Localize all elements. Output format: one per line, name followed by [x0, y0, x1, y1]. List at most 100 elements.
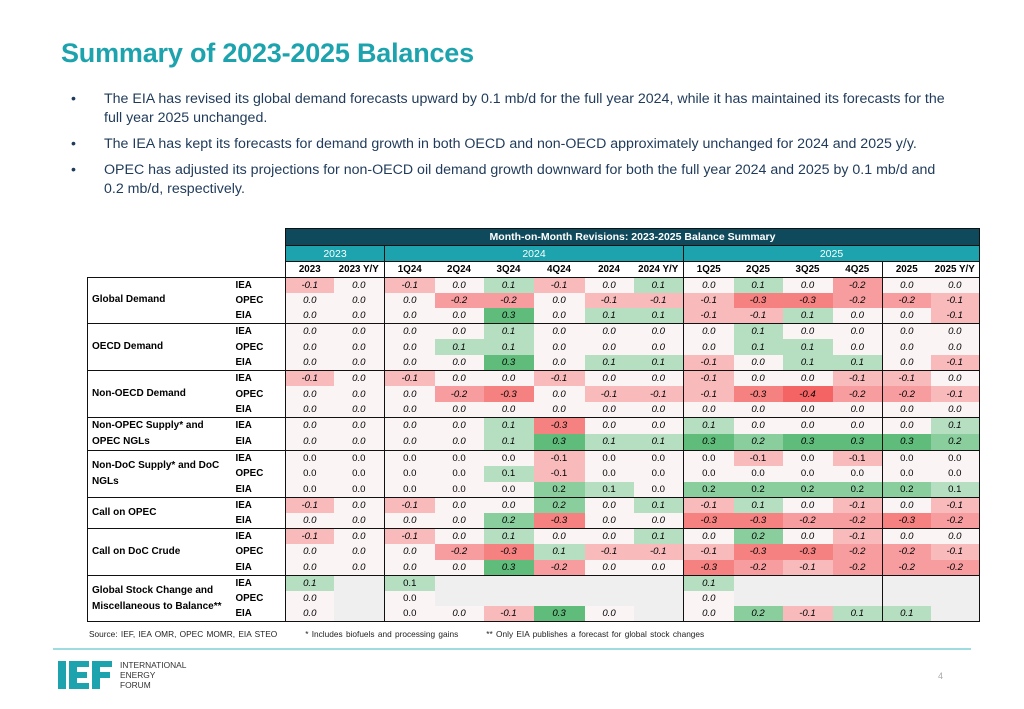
value-cell: 0.0: [333, 292, 385, 309]
table-row: Call on OPEC IEA -0.1 0.0 -0.1 0.0 0.0 0.2 0.0 0.…: [87, 496, 980, 529]
value-cell: 0.1: [930, 416, 980, 434]
value-cell: 0.3: [882, 433, 931, 451]
value-cell: 0.0: [333, 433, 385, 451]
value-cell: 0.0: [333, 355, 385, 371]
value-cell: 0.0: [533, 339, 585, 356]
row-group-label: Non-OPEC Supply* and OPEC NGLs: [87, 416, 230, 451]
table-title: Month-on-Month Revisions: 2023-2025 Bala…: [285, 228, 980, 246]
bullet-text: OPEC has adjusted its projections for no…: [104, 162, 936, 197]
value-cell: 0.0: [434, 559, 484, 576]
value-cell: [483, 574, 534, 591]
value-cell: -0.2: [882, 292, 931, 309]
column-header: 3Q25: [782, 261, 833, 278]
column-header: 2025: [882, 261, 931, 278]
value-cell: 0.0: [584, 401, 634, 418]
value-cell: 0.0: [832, 416, 883, 434]
value-cell: 0.0: [333, 481, 385, 498]
table-row: OPEC 0.0 0.0 0.0 -0.2 -0.3 0.0 -0.1 -0.1 -0.1 -0.3…: [88, 386, 980, 402]
year-group-header: 2025: [683, 245, 980, 262]
value-cell: 0.1: [584, 308, 634, 324]
value-cell: 0.0: [434, 527, 484, 544]
value-cell: 0.1: [434, 339, 484, 356]
value-cell: 0.0: [584, 449, 634, 467]
value-cell: 0.1: [930, 481, 980, 498]
value-cell: 0.0: [633, 323, 684, 340]
value-cell: 0.0: [584, 559, 634, 576]
value-cell: 0.1: [633, 527, 684, 544]
logo-line: INTERNATIONAL: [120, 660, 187, 670]
value-cell: [434, 590, 484, 607]
value-cell: 0.0: [832, 466, 883, 482]
value-cell: -0.2: [434, 386, 484, 402]
value-cell: -0.1: [683, 308, 734, 324]
value-cell: 0.0: [584, 370, 634, 387]
table-footnotes: Source: IEF, IEA OMR, OPEC MOMR, EIA STE…: [89, 629, 732, 639]
value-cell: 0.0: [782, 496, 833, 513]
value-cell: -0.1: [285, 527, 334, 544]
value-cell: [584, 590, 634, 607]
value-cell: -0.1: [533, 466, 585, 482]
value-cell: 0.0: [333, 466, 385, 482]
value-cell: -0.2: [832, 512, 883, 529]
value-cell: 0.2: [733, 481, 783, 498]
value-cell: [930, 606, 980, 623]
value-cell: [333, 590, 385, 607]
source-label: IEA: [229, 416, 286, 434]
value-cell: 0.0: [434, 355, 484, 371]
value-cell: 0.0: [633, 416, 684, 434]
value-cell: 0.0: [285, 386, 334, 402]
value-cell: 0.3: [782, 433, 833, 451]
value-cell: 0.0: [285, 339, 334, 356]
value-cell: [434, 574, 484, 591]
value-cell: 0.0: [683, 449, 734, 467]
footer-divider: [53, 648, 971, 650]
value-cell: -0.1: [633, 544, 684, 560]
value-cell: 0.0: [434, 606, 484, 623]
value-cell: -0.1: [782, 559, 833, 576]
value-cell: 0.0: [384, 416, 435, 434]
value-cell: [930, 590, 980, 607]
table-row: EIA 0.0 0.0 0.0 -0.1 0.3 0.0 0.0 0.2 -0.1 0.1 0.1: [88, 606, 980, 623]
source-note: Source: IEF, IEA OMR, OPEC MOMR, EIA STE…: [89, 629, 278, 639]
value-cell: 0.0: [584, 512, 634, 529]
value-cell: 0.0: [882, 355, 931, 371]
value-cell: 0.0: [285, 544, 334, 560]
column-header: 2024: [584, 261, 634, 278]
value-cell: [882, 574, 931, 591]
value-cell: -0.1: [533, 449, 585, 467]
value-cell: 0.1: [584, 433, 634, 451]
bullet-item: • The IEA has kept its forecasts for dem…: [70, 135, 950, 154]
value-cell: 0.0: [683, 590, 734, 607]
value-cell: 0.0: [533, 355, 585, 371]
value-cell: [882, 590, 931, 607]
logo-line: FORUM: [120, 680, 151, 690]
value-cell: 0.0: [782, 416, 833, 434]
value-cell: 0.0: [733, 355, 783, 371]
footnote-biofuels: * Includes biofuels and processing gains: [305, 629, 459, 639]
value-cell: 0.1: [483, 416, 534, 434]
value-cell: -0.1: [882, 370, 931, 387]
value-cell: 0.0: [633, 339, 684, 356]
value-cell: 0.0: [633, 449, 684, 467]
value-cell: -0.1: [782, 606, 833, 623]
value-cell: 0.0: [584, 496, 634, 513]
value-cell: 0.0: [285, 449, 334, 467]
value-cell: -0.1: [633, 292, 684, 309]
value-cell: -0.3: [733, 292, 783, 309]
value-cell: -0.1: [930, 496, 980, 513]
value-cell: -0.2: [832, 559, 883, 576]
value-cell: 0.0: [434, 370, 484, 387]
value-cell: 0.1: [483, 323, 534, 340]
value-cell: -0.2: [483, 292, 534, 309]
value-cell: -0.3: [733, 544, 783, 560]
value-cell: -0.3: [733, 512, 783, 529]
bullet-list: • The EIA has revised its global demand …: [70, 90, 950, 206]
value-cell: [533, 590, 585, 607]
value-cell: 0.1: [533, 544, 585, 560]
value-cell: 0.3: [483, 559, 534, 576]
bullet-item: • OPEC has adjusted its projections for …: [70, 161, 950, 199]
value-cell: -0.1: [533, 370, 585, 387]
column-header: 1Q24: [384, 261, 435, 278]
bullet-icon: •: [71, 162, 76, 178]
value-cell: 0.0: [584, 466, 634, 482]
